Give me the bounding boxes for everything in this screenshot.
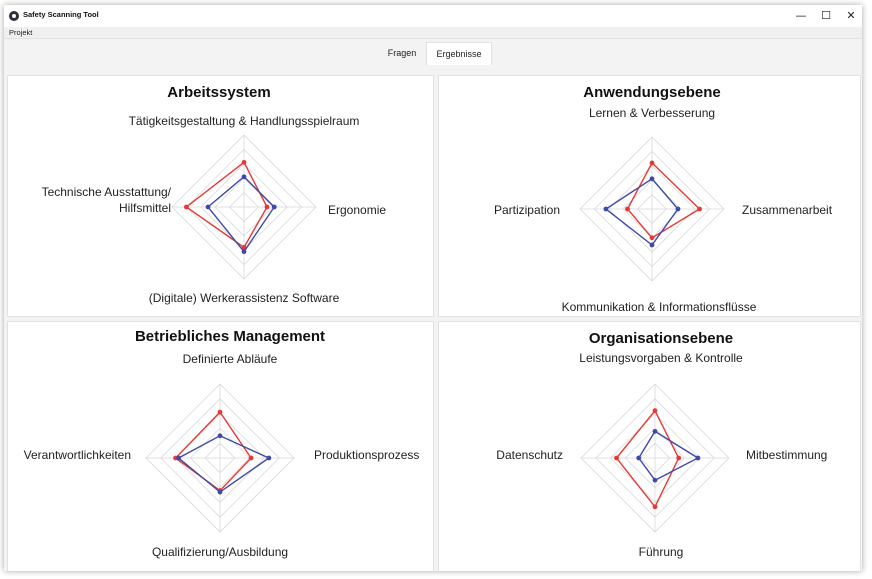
axis-label: Lernen & Verbesserung <box>589 106 715 120</box>
series-2-point <box>271 204 277 210</box>
series-2-point <box>695 455 701 461</box>
series-2-point <box>241 249 247 255</box>
chart-title: Arbeitssystem <box>167 84 270 101</box>
series-1-point <box>697 206 702 212</box>
series-1-point <box>217 409 223 415</box>
maximize-button[interactable]: ☐ <box>821 9 831 22</box>
chart-title: Organisationsebene <box>589 330 733 347</box>
series-1-point <box>676 455 682 461</box>
series-2-line <box>604 177 679 246</box>
axis-label: Produktionsprozess <box>314 448 419 462</box>
axis-label: Führung <box>639 545 684 559</box>
series-2-point <box>241 174 247 180</box>
tab-ergebnisse[interactable]: Ergebnisse <box>426 42 492 65</box>
axis-label: Definierte Abläufe <box>183 352 278 366</box>
series-1-point <box>264 204 270 210</box>
window-title: Safety Scanning Tool <box>23 10 99 19</box>
chart-panel-anwendungsebene: Anwendungsebene Lernen & Verbesserung Zusa… <box>438 75 861 317</box>
axis-label: Kommunikation & Informationsflüsse <box>562 300 757 314</box>
chart-panel-organisationsebene: Organisationsebene Leistungsvorgaben & Ko… <box>438 321 861 571</box>
series-2-point <box>266 455 272 461</box>
axis-label: Tätigkeitsgestaltung & Handlungsspielrau… <box>129 114 360 128</box>
radar-chart: Anwendungsebene Lernen & Verbesserung Zusa… <box>494 84 833 314</box>
series-2-point <box>636 455 642 461</box>
axis-label: Leistungsvorgaben & Kontrolle <box>579 351 743 365</box>
series-1-point <box>241 159 247 165</box>
axis-label: Zusammenarbeit <box>742 203 833 217</box>
axis-label: Qualifizierung/Ausbildung <box>152 545 288 559</box>
app-logo-icon <box>9 11 19 21</box>
axis-label: Mitbestimmung <box>746 448 827 462</box>
axis-label: (Digitale) Werkerassistenz Software <box>149 291 340 305</box>
axis-label: Ergonomie <box>328 203 386 217</box>
series-1-point <box>649 160 655 166</box>
minimize-button[interactable]: — <box>795 9 807 22</box>
axis-label: Verantwortlichkeiten <box>24 448 131 462</box>
series-1-point <box>184 204 189 210</box>
radar-chart: Betriebliches Management Definierte Abläu… <box>24 328 420 559</box>
menu-bar: Projekt <box>4 27 862 39</box>
series-2-point <box>217 489 223 495</box>
series-1-point <box>652 504 658 510</box>
series-2-point <box>652 477 658 483</box>
series-2-point <box>217 433 223 439</box>
series-1-point <box>614 455 619 461</box>
menu-projekt[interactable]: Projekt <box>9 28 33 37</box>
chart-panel-arbeitssystem: Arbeitssystem Tätigkeitsgestaltung & Hand… <box>7 75 434 317</box>
axis-label: Hilfsmittel <box>119 201 171 215</box>
close-button[interactable]: ✕ <box>846 9 856 22</box>
series-1-point <box>652 408 658 414</box>
app-window: Safety Scanning Tool — ☐ ✕ Projekt Frage… <box>4 5 862 571</box>
radar-chart: Organisationsebene Leistungsvorgaben & Ko… <box>496 330 827 559</box>
chart-panel-betriebliches-management: Betriebliches Management Definierte Abläu… <box>7 321 434 571</box>
axis-label: Partizipation <box>494 203 560 217</box>
series-2-point <box>675 206 681 212</box>
series-2-point <box>649 176 655 182</box>
axis-label: Technische Ausstattung/ <box>42 185 172 199</box>
axis-label: Datenschutz <box>496 448 563 462</box>
series-2-point <box>649 242 655 248</box>
series-2-point <box>603 206 609 212</box>
series-2-point <box>176 455 181 461</box>
series-1-point <box>649 235 655 241</box>
tab-fragen[interactable]: Fragen <box>387 48 417 58</box>
chart-title: Betriebliches Management <box>135 328 325 345</box>
series-2-point <box>205 204 211 210</box>
series-1-point <box>625 206 630 212</box>
series-1-point <box>248 455 254 461</box>
chart-title: Anwendungsebene <box>583 84 721 101</box>
radar-chart: Arbeitssystem Tätigkeitsgestaltung & Hand… <box>42 84 387 305</box>
series-2-line <box>207 175 276 253</box>
title-bar: Safety Scanning Tool — ☐ ✕ <box>4 5 862 27</box>
series-2-point <box>652 428 658 434</box>
series-1-point <box>241 244 247 250</box>
